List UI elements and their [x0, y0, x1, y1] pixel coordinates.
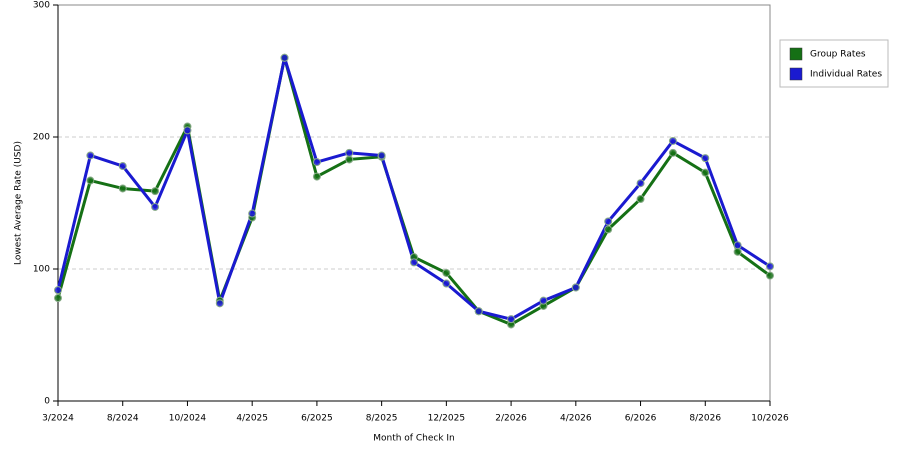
data-point [507, 315, 516, 324]
data-point [86, 151, 95, 160]
x-tick-label: 8/2026 [689, 414, 721, 424]
data-point [668, 148, 677, 157]
data-point [766, 262, 774, 271]
data-point [54, 294, 62, 303]
data-point [86, 176, 95, 185]
data-point [539, 296, 548, 305]
data-point [410, 258, 418, 267]
x-tick-label: 3/2024 [42, 414, 74, 424]
data-point [701, 168, 710, 177]
data-point [474, 307, 483, 316]
x-tick-label: 8/2025 [366, 414, 398, 424]
data-point [604, 217, 613, 226]
x-tick-label: 6/2026 [625, 414, 657, 424]
data-point [248, 209, 257, 218]
legend-label: Individual Rates [810, 70, 882, 80]
x-tick-label: 10/2024 [169, 414, 207, 424]
data-point [345, 155, 354, 164]
y-tick-label: 200 [33, 133, 50, 143]
data-point [118, 162, 127, 171]
data-point [636, 195, 645, 204]
data-point [766, 271, 774, 280]
data-point [183, 126, 192, 135]
data-point [312, 172, 321, 181]
x-tick-label: 8/2024 [107, 414, 139, 424]
data-point [701, 154, 710, 163]
data-point [733, 241, 742, 250]
data-point [571, 283, 580, 292]
y-axis-label: Lowest Average Rate (USD) [14, 141, 24, 265]
x-axis-label: Month of Check In [373, 434, 455, 444]
legend-swatch [789, 67, 803, 81]
data-point [604, 225, 613, 234]
x-tick-label: 10/2026 [751, 414, 789, 424]
data-point [733, 247, 742, 256]
data-point [280, 53, 289, 62]
y-tick-label: 300 [33, 1, 50, 11]
x-tick-label: 4/2025 [236, 414, 268, 424]
data-point [636, 179, 645, 188]
y-tick-label: 0 [44, 397, 50, 407]
data-point [54, 286, 62, 295]
data-point [377, 151, 386, 160]
data-point [151, 202, 160, 211]
data-point [442, 279, 451, 288]
data-point [312, 158, 321, 167]
legend-label: Group Rates [810, 50, 866, 60]
legend-swatch [789, 47, 803, 61]
data-point [345, 148, 354, 157]
data-point [151, 187, 160, 196]
x-tick-label: 12/2025 [428, 414, 465, 424]
y-tick-label: 100 [33, 265, 50, 275]
x-tick-label: 2/2026 [495, 414, 527, 424]
x-tick-label: 6/2025 [301, 414, 333, 424]
data-point [442, 268, 451, 277]
data-point [215, 299, 224, 308]
x-tick-label: 4/2026 [560, 414, 592, 424]
data-point [118, 184, 127, 193]
data-point [668, 136, 677, 145]
